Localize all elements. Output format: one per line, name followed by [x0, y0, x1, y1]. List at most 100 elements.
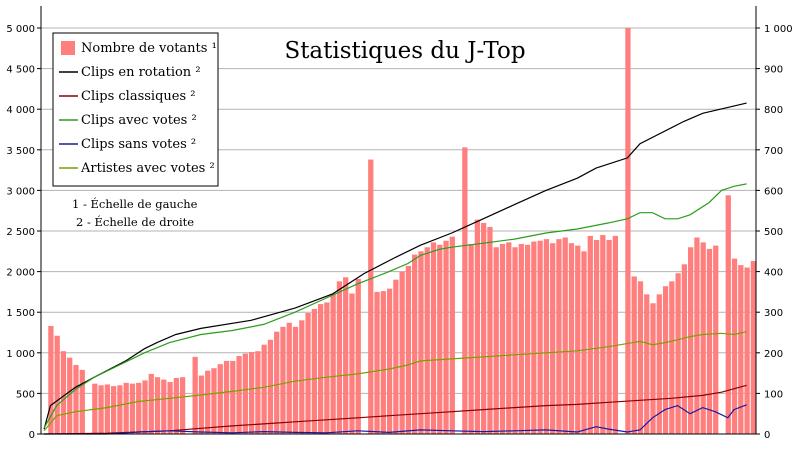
- right-tick-label: 700: [764, 146, 783, 157]
- legend-label: Nombre de votants ¹: [81, 41, 217, 56]
- bar: [662, 286, 669, 434]
- series-line-classiques: [44, 384, 747, 435]
- legend-label: Clips classiques ²: [81, 89, 195, 104]
- bar: [343, 277, 349, 434]
- bar: [644, 294, 650, 434]
- bar: [437, 244, 443, 434]
- bar: [587, 235, 593, 434]
- bar: [481, 222, 487, 434]
- bar: [280, 326, 286, 434]
- bar: [487, 226, 493, 434]
- bar: [681, 264, 688, 434]
- bar: [330, 293, 336, 434]
- bar: [267, 339, 274, 434]
- bar: [405, 265, 412, 434]
- series-line-artistes: [43, 331, 747, 432]
- series-line-avec-votes: [43, 183, 747, 429]
- legend-label: Clips en rotation ²: [81, 65, 201, 80]
- right-tick-label: 500: [764, 227, 783, 238]
- right-tick-label: 1 000: [764, 24, 793, 35]
- bar: [299, 320, 305, 434]
- bar: [179, 377, 186, 434]
- bar: [656, 294, 662, 434]
- bar: [418, 251, 424, 434]
- bar: [581, 251, 587, 434]
- bar: [148, 373, 154, 434]
- bar: [236, 356, 242, 434]
- bar: [286, 322, 292, 434]
- bar: [669, 281, 675, 434]
- bar: [154, 377, 161, 434]
- bar: [198, 375, 205, 434]
- bar: [399, 271, 405, 434]
- right-tick-label: 200: [764, 349, 783, 360]
- bar: [424, 247, 430, 434]
- bar: [531, 241, 537, 434]
- bar: [98, 385, 104, 434]
- bar: [750, 261, 756, 434]
- bar: [336, 281, 343, 434]
- bar: [217, 364, 223, 434]
- bar: [393, 279, 399, 434]
- legend: Nombre de votants ¹ Clips en rotation ² Cl…: [52, 32, 219, 187]
- bar: [110, 386, 117, 434]
- bar: [261, 344, 267, 434]
- bar: [211, 368, 217, 434]
- bar: [73, 364, 79, 434]
- axes: [40, 6, 757, 435]
- bar: [688, 247, 694, 434]
- bar: [625, 28, 631, 434]
- bar: [468, 243, 474, 434]
- bar: [575, 245, 581, 434]
- bar: [600, 235, 606, 434]
- bar: [386, 288, 393, 434]
- bar: [167, 382, 173, 434]
- bar: [612, 235, 619, 434]
- left-tick-label: 2 500: [6, 227, 35, 238]
- left-tick-label: 0: [29, 430, 35, 441]
- bar: [462, 147, 468, 434]
- bar: [274, 331, 280, 434]
- bar: [305, 313, 311, 434]
- note-left-scale: 1 - Échelle de gauche: [72, 197, 198, 211]
- bar: [255, 351, 261, 434]
- bar: [744, 267, 750, 434]
- left-tick-label: 2 000: [6, 268, 35, 279]
- bar: [60, 351, 67, 434]
- bar: [142, 380, 148, 434]
- bar: [550, 243, 556, 434]
- bar: [79, 369, 85, 434]
- bar: [368, 159, 374, 434]
- left-tick-label: 1 000: [6, 349, 35, 360]
- bar: [556, 239, 562, 434]
- bar: [129, 383, 136, 434]
- left-tick-label: 4 500: [6, 65, 35, 76]
- bar: [606, 239, 612, 434]
- bar: [54, 335, 60, 434]
- bar: [731, 258, 738, 434]
- bar: [349, 293, 355, 434]
- series-line-rotation: [43, 102, 747, 430]
- bar: [48, 326, 54, 434]
- bar: [493, 247, 499, 434]
- right-axis-ticks: 0 100 200 300 400 500 600 700 800 900 1 000: [756, 24, 793, 441]
- bar: [104, 384, 110, 434]
- bar: [449, 236, 455, 434]
- bar: [675, 273, 681, 434]
- gridlines: [41, 27, 756, 435]
- bar: [173, 377, 179, 434]
- legend-box: [52, 32, 219, 187]
- bar: [537, 240, 543, 434]
- bar: [713, 245, 719, 434]
- bar: [593, 239, 600, 434]
- bar: [568, 243, 575, 434]
- bar: [242, 353, 248, 434]
- right-tick-label: 900: [764, 65, 783, 76]
- bar: [374, 291, 380, 434]
- left-tick-label: 1 500: [6, 308, 35, 319]
- bar: [506, 242, 512, 434]
- bar: [248, 351, 255, 434]
- bar: [637, 281, 644, 434]
- bar: [738, 265, 744, 434]
- bar: [67, 357, 73, 434]
